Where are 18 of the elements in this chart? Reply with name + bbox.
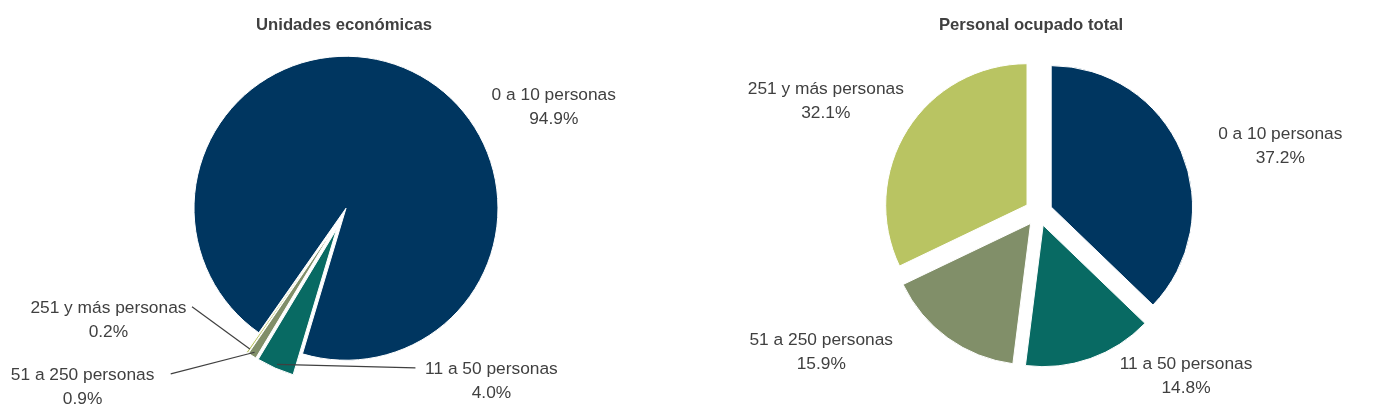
slice-label: 11 a 50 personas	[1119, 353, 1253, 374]
data-label: 32.1%	[801, 101, 851, 122]
chart-title: Unidades económicas	[256, 15, 432, 35]
slice-label: 11 a 50 personas	[425, 358, 559, 379]
data-label: 4.0%	[471, 382, 512, 403]
chart-title: Personal ocupado total	[938, 15, 1124, 35]
slice-label: 251 y más personas	[30, 297, 187, 318]
data-label: 14.8%	[1161, 377, 1211, 398]
data-label: 37.2%	[1255, 147, 1305, 168]
slice-label: 0 a 10 personas	[491, 83, 617, 104]
data-label: 15.9%	[796, 353, 846, 374]
slice-label: 251 y más personas	[747, 77, 905, 98]
slice-label: 51 a 250 personas	[10, 364, 155, 385]
data-label: 94.9%	[529, 107, 579, 128]
data-label: 0.2%	[88, 321, 129, 342]
slice-label: 0 a 10 personas	[1218, 123, 1343, 144]
data-label: 0.9%	[62, 388, 103, 409]
slice-label: 51 a 250 personas	[749, 329, 894, 350]
